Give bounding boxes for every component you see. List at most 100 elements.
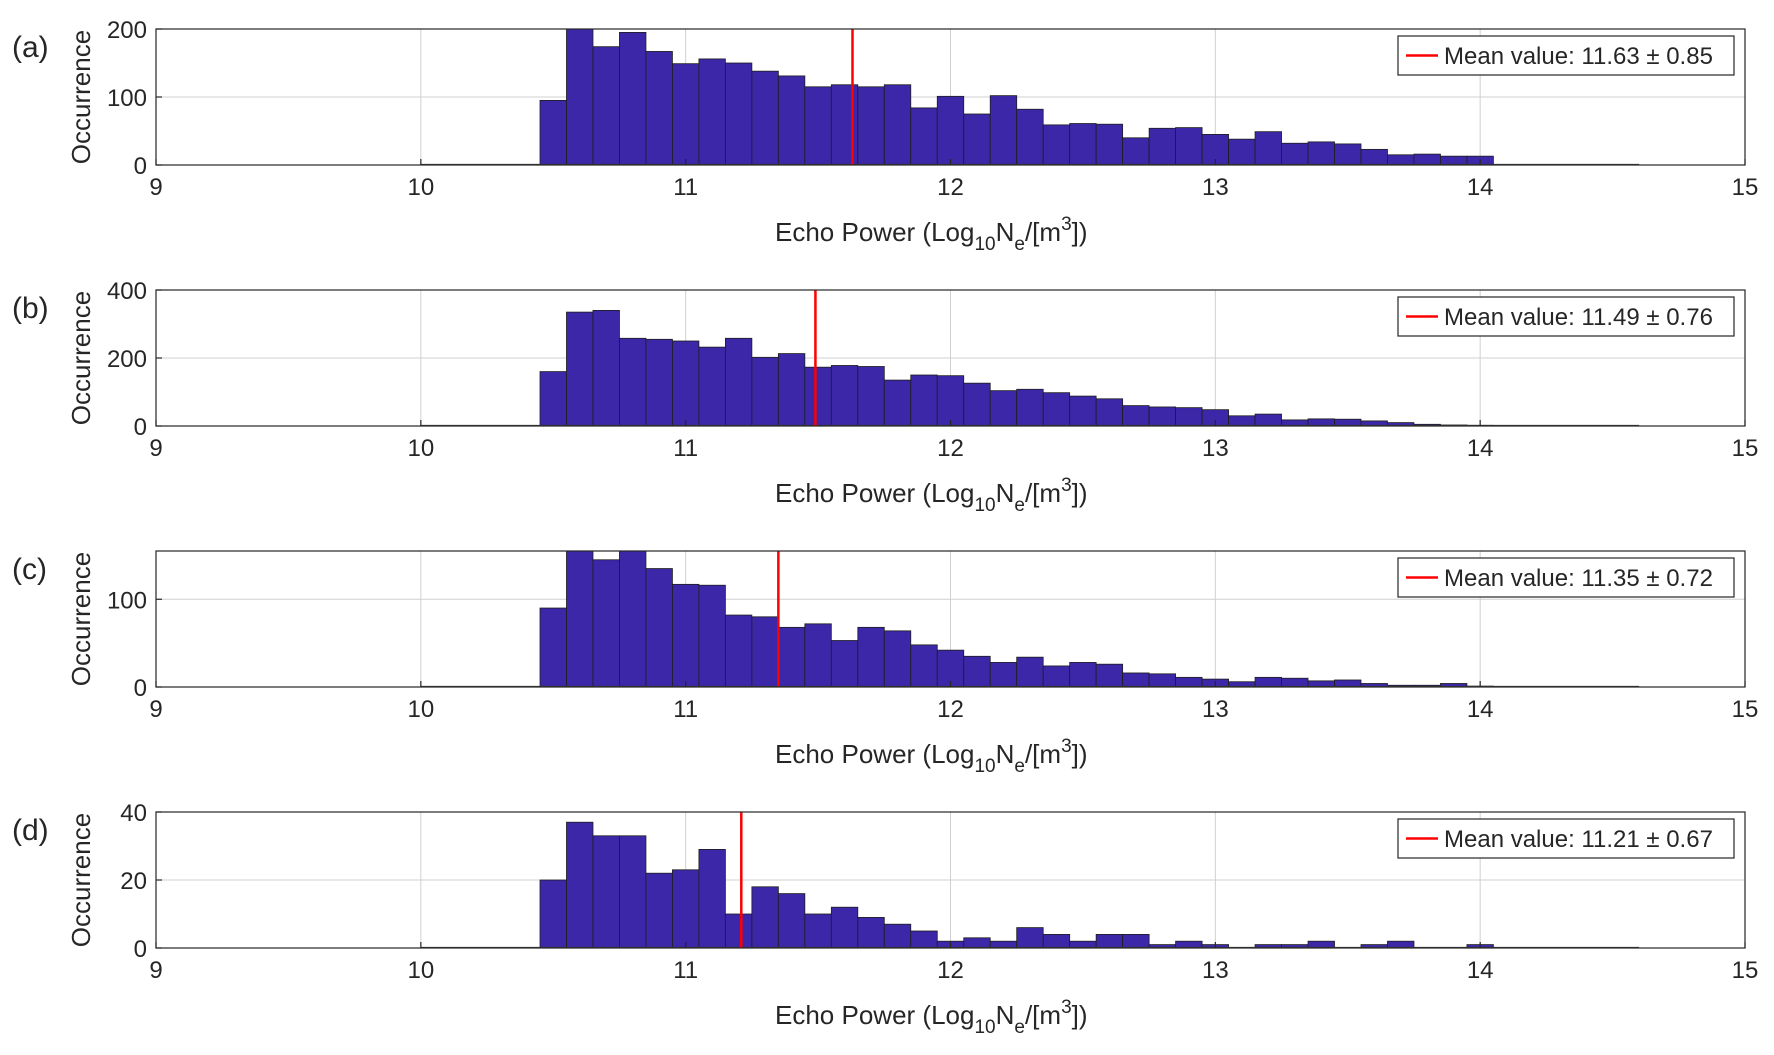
histogram-bar [883,630,912,688]
histogram-bar [804,86,832,166]
x-tick-label: 12 [937,957,964,984]
histogram-bar [1387,154,1415,166]
x-tick-label: 9 [149,435,162,462]
histogram-bar [1042,392,1071,427]
x-tick-label: 14 [1467,174,1494,201]
histogram-bar [1175,127,1203,166]
histogram-bar [645,872,673,949]
x-axis-label-part: Echo Power (Log [775,478,974,508]
histogram-bar [1148,406,1177,427]
histogram-bar [830,84,859,166]
histogram-bar [830,640,859,688]
histogram-bar [989,390,1018,427]
histogram-bar [777,626,806,688]
x-tick-label: 11 [673,957,698,984]
histogram-bar [1254,676,1282,688]
x-axis-label-part: e [1014,756,1025,777]
histogram-bar [910,930,938,949]
x-axis-label-part: Echo Power (Log [775,1000,974,1030]
x-axis-label-part: 3 [1061,736,1072,757]
histogram-bar [1281,142,1309,166]
x-tick-label: 9 [149,696,162,723]
x-axis-label-part: 3 [1061,214,1072,235]
histogram-bar [1069,395,1097,427]
panel-letter: (a) [12,31,49,64]
histogram-bar [751,886,779,949]
x-axis-label-part: ]) [1072,478,1088,508]
histogram-bar [857,626,885,688]
histogram-bar [566,28,594,166]
histogram-bar [566,550,594,688]
y-tick-label: 0 [134,936,147,963]
x-axis-label-part: 10 [974,495,995,516]
histogram-bar [1228,415,1256,427]
x-tick-label: 9 [149,957,162,984]
x-tick-label: 15 [1732,696,1759,723]
y-tick-label: 0 [134,153,147,180]
histogram-bar [883,923,912,949]
histogram-bar [645,51,673,166]
histogram-bar [883,379,912,427]
x-tick-label: 13 [1202,957,1229,984]
histogram-bar [724,337,753,427]
histogram-bar [777,75,806,166]
histogram-bar [698,346,726,427]
histogram-bar [1016,927,1044,949]
x-axis-label-part: 10 [974,1017,995,1038]
histogram-bar [724,913,753,949]
histogram-bar [1175,676,1203,688]
histogram-bar [698,58,726,166]
histogram-bar [1334,143,1362,166]
histogram-bar [672,340,700,427]
y-axis-label: Occurrence [66,813,96,947]
x-tick-label: 10 [407,174,434,201]
histogram-bar [1069,662,1097,688]
legend-mean-value: Mean value: 11.63 ± 0.85 [1444,43,1713,70]
x-axis-label-part: Echo Power (Log [775,217,974,247]
histogram-bar [804,366,832,427]
histogram-bar [619,835,647,949]
x-axis-label-part: Echo Power (Log [775,739,974,769]
histogram-bar [1413,153,1441,166]
histogram-bar [539,100,567,166]
histogram-bar [1095,663,1124,688]
histogram-bar [963,382,991,427]
legend: Mean value: 11.49 ± 0.76 [1397,296,1735,337]
histogram-bar [645,568,673,688]
x-axis-label-part: 3 [1061,997,1072,1018]
histogram-bar [830,365,859,427]
x-tick-label: 15 [1732,174,1759,201]
x-tick-label: 15 [1732,957,1759,984]
x-tick-label: 14 [1467,435,1494,462]
histogram-bar [910,644,938,688]
y-tick-label: 0 [134,414,147,441]
histogram-bar [857,366,885,427]
histogram-bar [1148,673,1177,688]
histogram-bar [857,917,885,949]
histogram-bar [645,338,673,427]
histogram-bar [539,879,567,949]
histogram-bar [724,62,753,166]
x-axis-label-part: /[m [1025,217,1061,247]
histogram-bar [698,849,726,949]
y-axis-label: Occurrence [66,291,96,425]
x-axis-label-part: /[m [1025,739,1061,769]
histogram-bar [698,584,726,688]
histogram-bar [592,559,620,688]
y-axis-label: Occurrence [66,552,96,686]
histogram-bar [539,607,567,688]
histogram-bar [539,371,567,427]
x-axis-label-part: 3 [1061,475,1072,496]
histogram-bar [804,913,832,949]
histogram-bar [1281,677,1309,688]
histogram-bar [804,623,832,688]
x-axis-label-part: N [996,217,1015,247]
histogram-bar [566,311,594,427]
x-tick-label: 13 [1202,174,1229,201]
histogram-bar [1122,137,1150,166]
histogram-bar [1069,123,1097,166]
y-tick-label: 20 [120,868,147,895]
x-tick-label: 11 [673,435,698,462]
histogram-bar [672,583,700,688]
x-axis-label: Echo Power (Log10Ne/[m3]) [775,214,1088,255]
